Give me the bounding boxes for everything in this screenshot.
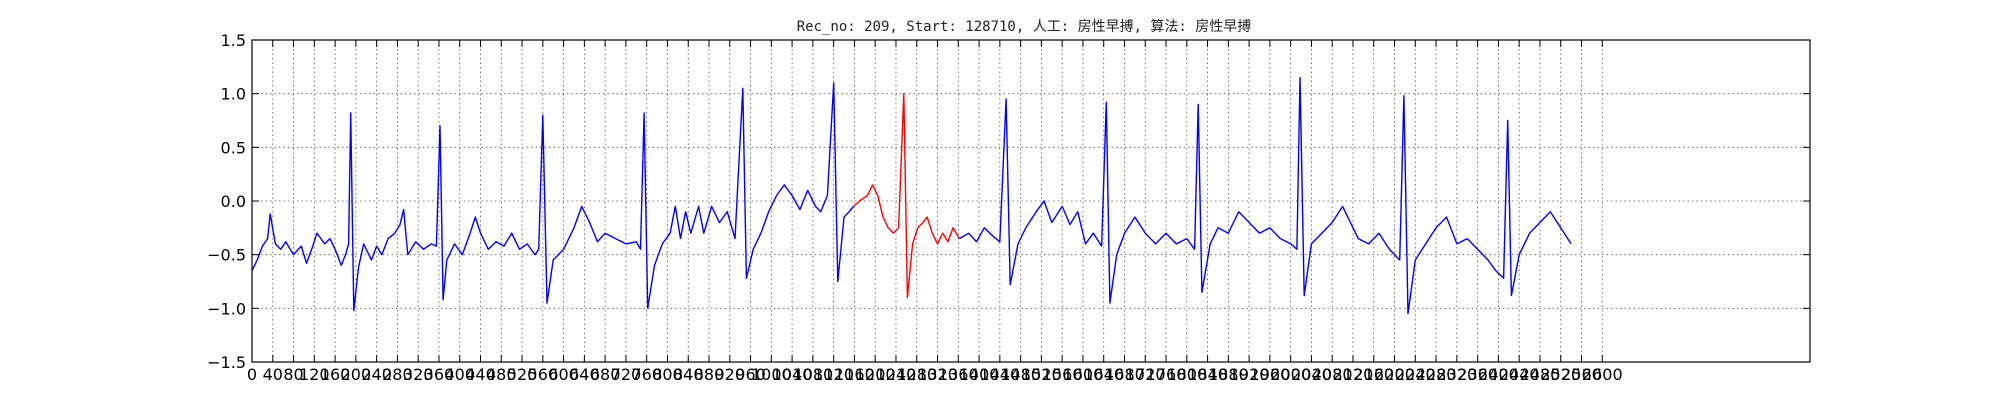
x-tick-label: 2280	[1416, 365, 1457, 384]
x-tick-label: 1400	[959, 365, 1000, 384]
x-tick-label: 520	[507, 365, 538, 384]
x-tick-label: 1240	[876, 365, 917, 384]
x-tick-label: 240	[361, 365, 392, 384]
x-tick-label: 560	[528, 365, 559, 384]
x-tick-label: 0	[247, 365, 257, 384]
x-tick-label: 280	[382, 365, 413, 384]
x-tick-label: 1880	[1208, 365, 1249, 384]
x-tick-label: 1200	[855, 365, 896, 384]
x-tick-label: 920	[715, 365, 746, 384]
ecg-series-line-1	[852, 93, 960, 299]
y-axis-ticks: 1.5 1.0 0.5 0.0 −0.5 −1.0 −1.5	[207, 31, 1810, 372]
x-tick-label: 1480	[1000, 365, 1041, 384]
x-tick-label: 960	[735, 365, 766, 384]
x-tick-label: 1720	[1125, 365, 1166, 384]
ecg-traces	[251, 76, 1572, 315]
x-tick-label: 2600	[1582, 365, 1623, 384]
y-tick-label: −1.5	[207, 353, 246, 372]
x-tick-label: 1840	[1187, 365, 1228, 384]
x-tick-label: 1360	[938, 365, 979, 384]
ecg-series-line-2	[958, 76, 1572, 315]
x-tick-label: 1800	[1166, 365, 1207, 384]
x-tick-label: 320	[403, 365, 434, 384]
x-tick-label: 2240	[1395, 365, 1436, 384]
x-tick-label: 360	[424, 365, 455, 384]
x-tick-label: 1520	[1021, 365, 1062, 384]
x-tick-label: 2480	[1520, 365, 1561, 384]
x-tick-label: 1600	[1063, 365, 1104, 384]
x-tick-label: 1080	[793, 365, 834, 384]
y-tick-label: −0.5	[207, 246, 246, 265]
x-tick-label: 2200	[1374, 365, 1415, 384]
x-tick-label: 2040	[1291, 365, 1332, 384]
x-tick-label: 1000	[751, 365, 792, 384]
x-tick-label: 1560	[1042, 365, 1083, 384]
x-tick-label: 1960	[1250, 365, 1291, 384]
x-tick-label: 1160	[834, 365, 875, 384]
x-tick-label: 2360	[1457, 365, 1498, 384]
y-tick-label: 1.0	[221, 85, 246, 104]
y-tick-label: 0.5	[221, 138, 246, 157]
x-tick-label: 200	[341, 365, 372, 384]
x-tick-label: 1280	[896, 365, 937, 384]
x-tick-label: 1920	[1229, 365, 1270, 384]
x-tick-label: 720	[611, 365, 642, 384]
x-tick-label: 1680	[1104, 365, 1145, 384]
x-tick-label: 400	[444, 365, 475, 384]
x-tick-label: 640	[569, 365, 600, 384]
y-tick-label: 0.0	[221, 192, 246, 211]
x-tick-label: 2440	[1499, 365, 1540, 384]
x-tick-label: 1760	[1146, 365, 1187, 384]
x-tick-label: 840	[673, 365, 704, 384]
x-tick-label: 2320	[1436, 365, 1477, 384]
y-tick-label: 1.5	[221, 31, 246, 50]
x-tick-label: 1440	[979, 365, 1020, 384]
x-tick-label: 680	[590, 365, 621, 384]
x-tick-label: 800	[652, 365, 683, 384]
x-tick-label: 40	[263, 365, 283, 384]
x-tick-label: 440	[465, 365, 496, 384]
x-tick-label: 760	[631, 365, 662, 384]
ecg-series-line-0	[251, 82, 854, 312]
x-tick-label: 120	[299, 365, 330, 384]
x-tick-label: 1040	[772, 365, 813, 384]
x-tick-label: 2160	[1353, 365, 1394, 384]
x-tick-label: 480	[486, 365, 517, 384]
grid-lines	[252, 40, 1810, 362]
x-tick-label: 2520	[1540, 365, 1581, 384]
x-tick-label: 2560	[1561, 365, 1602, 384]
x-tick-label: 2080	[1312, 365, 1353, 384]
x-tick-label: 2400	[1478, 365, 1519, 384]
chart-title: Rec_no: 209, Start: 128710, 人工: 房性早搏, 算法…	[797, 18, 1252, 35]
y-tick-label: −1.0	[207, 299, 246, 318]
x-tick-label: 1120	[813, 365, 854, 384]
x-tick-label: 2000	[1270, 365, 1311, 384]
x-tick-label: 80	[283, 365, 303, 384]
x-tick-label: 600	[548, 365, 579, 384]
x-tick-label: 2120	[1333, 365, 1374, 384]
x-tick-label: 1320	[917, 365, 958, 384]
x-axis-ticks: 0 40 8012016020024028032036040044048052056…	[247, 40, 1623, 384]
x-tick-label: 1640	[1083, 365, 1124, 384]
x-tick-label: 160	[320, 365, 351, 384]
x-tick-label: 880	[694, 365, 725, 384]
